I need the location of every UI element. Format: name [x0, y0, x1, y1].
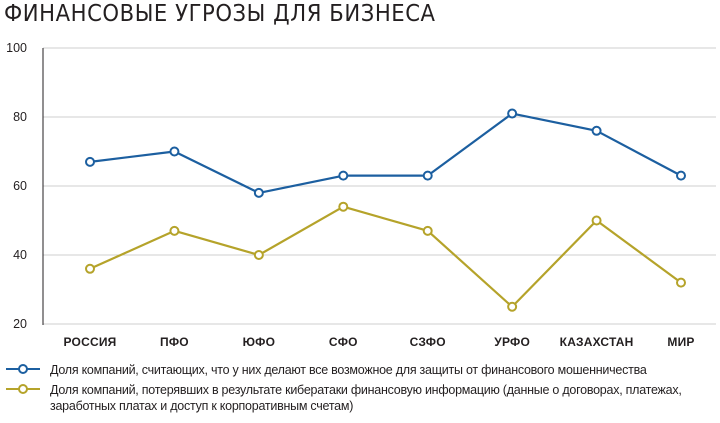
series-1-point: [253, 187, 264, 198]
series-1-line: [89, 112, 682, 194]
series-2-point: [338, 201, 349, 212]
x-tick-label: УРФО: [494, 335, 530, 349]
legend-marker-series-1: [6, 364, 40, 374]
legend-item-series-2: Доля компаний, потерявших в результате к…: [6, 382, 710, 414]
x-tick-label: СЗФО: [410, 335, 446, 349]
series-2-point: [591, 215, 602, 226]
series-1-point: [591, 125, 602, 136]
legend-label-series-1: Доля компаний, считающих, что у них дела…: [50, 363, 647, 377]
y-tick-label: 40: [13, 248, 27, 262]
series-2-point: [85, 263, 95, 274]
x-tick-label: ПФО: [160, 335, 189, 349]
x-tick-label: КАЗАХСТАН: [560, 335, 634, 349]
x-tick-label: МИР: [667, 335, 694, 349]
series-2-point: [676, 277, 686, 288]
series-2-line: [89, 205, 682, 308]
series-2: [85, 201, 686, 312]
line-chart: 20 40 60 80 100 РОССИЯ ПФО ЮФО СФО СЗФО УРФО КАЗАХ…: [6, 41, 716, 349]
legend-marker-series-2: [6, 384, 40, 394]
y-tick-label: 60: [13, 179, 27, 193]
y-tick-label: 20: [13, 317, 27, 331]
legend-label-series-2: Доля компаний, потерявших в результате к…: [50, 383, 682, 413]
series-layer: [85, 108, 686, 312]
y-tick-label: 80: [13, 110, 27, 124]
series-2-point: [422, 225, 433, 236]
series-2-point: [169, 225, 180, 236]
series-1-point: [676, 170, 686, 181]
series-2-point: [253, 250, 264, 260]
x-axis-ticks: РОССИЯ ПФО ЮФО СФО СЗФО УРФО КАЗАХСТАН МИР: [64, 335, 695, 349]
series-1-point: [422, 170, 433, 181]
series-1-point: [507, 108, 518, 119]
y-axis-ticks: 20 40 60 80 100: [6, 41, 27, 331]
series-1-point: [338, 170, 349, 181]
y-tick-label: 100: [6, 41, 27, 55]
series-1-point: [169, 146, 180, 157]
series-1-point: [85, 156, 95, 167]
series-2-point: [507, 301, 518, 312]
x-tick-label: СФО: [329, 335, 358, 349]
grid: [43, 47, 716, 325]
chart-title: ФИНАНСОВЫЕ УГРОЗЫ ДЛЯ БИЗНЕСА: [4, 1, 436, 27]
legend-item-series-1: Доля компаний, считающих, что у них дела…: [6, 362, 710, 378]
x-tick-label: РОССИЯ: [64, 335, 117, 349]
series-1: [85, 108, 686, 198]
x-tick-label: ЮФО: [243, 335, 276, 349]
